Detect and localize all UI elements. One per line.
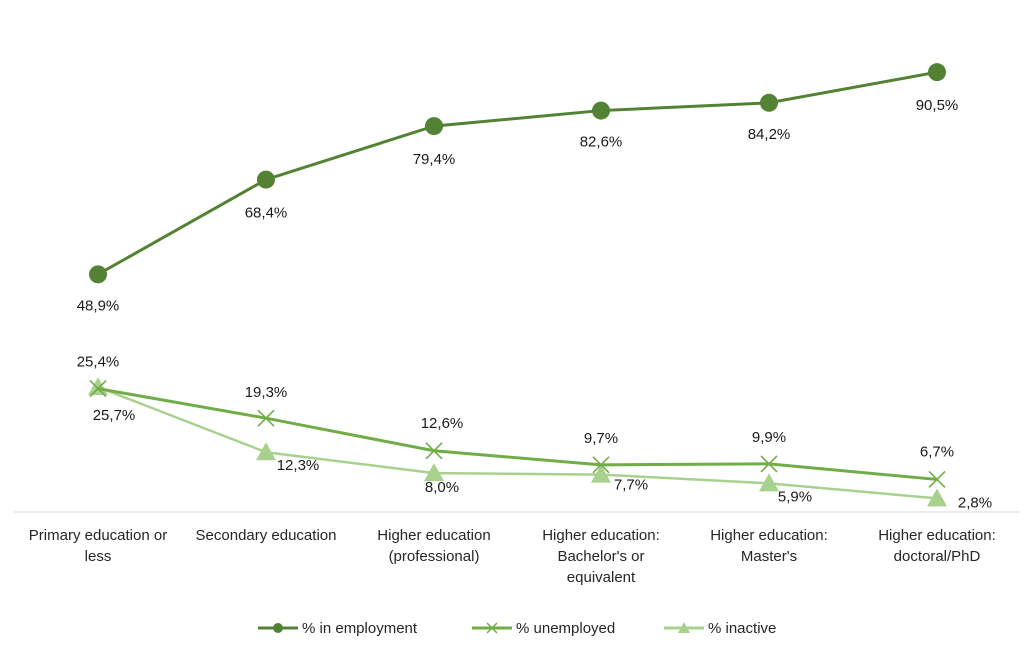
data-point-inactive [424,463,444,482]
data-point-inactive [591,464,611,483]
category-label: Primary education or less [29,527,167,565]
data-label-inactive: 7,7% [614,477,648,494]
data-label-employment: 82,6% [580,134,623,151]
data-point-inactive [759,473,779,492]
category-label: Higher education: Master's [710,527,828,565]
legend-item-employment: % in employment [258,620,418,637]
category-label: Higher education (professional) [377,527,490,565]
category-axis-labels: Primary education or less Secondary educat… [29,527,996,586]
data-label-unemployed: 9,9% [752,429,786,446]
data-point-employment [592,101,610,120]
data-label-unemployed: 12,6% [421,415,464,432]
data-label-employment: 68,4% [245,205,288,222]
data-point-unemployed [89,379,107,398]
legend-item-unemployed: % unemployed [472,620,615,637]
data-point-inactive [88,377,108,396]
data-point-unemployed [425,442,443,460]
data-label-unemployed: 6,7% [920,443,954,460]
data-label-employment: 90,5% [916,97,959,114]
data-label-inactive: 2,8% [958,494,992,511]
data-label-unemployed: 25,4% [77,354,120,371]
legend-label: % inactive [708,620,776,637]
legend-item-inactive: % inactive [664,620,776,637]
data-point-employment [425,117,443,136]
legend-label: % in employment [302,620,418,637]
data-point-unemployed [760,455,778,473]
data-point-inactive [256,442,276,461]
legend-marker [678,622,690,633]
data-point-employment [928,63,946,82]
legend-label: % unemployed [516,620,615,637]
series-line-inactive [97,385,938,500]
data-label-unemployed: 9,7% [584,430,618,447]
data-point-unemployed [592,456,610,474]
legend-marker [273,623,283,633]
data-point-inactive [927,488,947,507]
data-point-employment [89,265,107,284]
legend: % in employment % unemployed % inactive [258,620,776,637]
data-label-employment: 48,9% [77,297,120,314]
data-point-unemployed [928,470,946,489]
category-label: Secondary education [196,527,337,544]
category-label: Higher education: Bachelor's or equivalent [542,527,660,586]
data-point-unemployed [257,409,275,427]
data-point-employment [257,170,275,189]
data-label-inactive: 5,9% [778,488,812,505]
data-label-employment: 84,2% [748,126,791,143]
series-line-employment [97,70,938,276]
legend-marker [486,622,498,634]
data-label-inactive: 25,7% [93,407,136,424]
data-label-employment: 79,4% [413,151,456,168]
data-label-inactive: 12,3% [277,457,320,474]
data-label-inactive: 8,0% [425,479,459,496]
series-line-unemployed [97,387,938,481]
series-layer [88,63,947,507]
data-point-employment [760,93,778,112]
data-label-layer: 48,9% 68,4% 79,4% 82,6% 84,2% 90,5% 25,4% 19,3%… [77,97,992,511]
category-label: Higher education: doctoral/PhD [878,527,996,565]
data-label-unemployed: 19,3% [245,384,288,401]
